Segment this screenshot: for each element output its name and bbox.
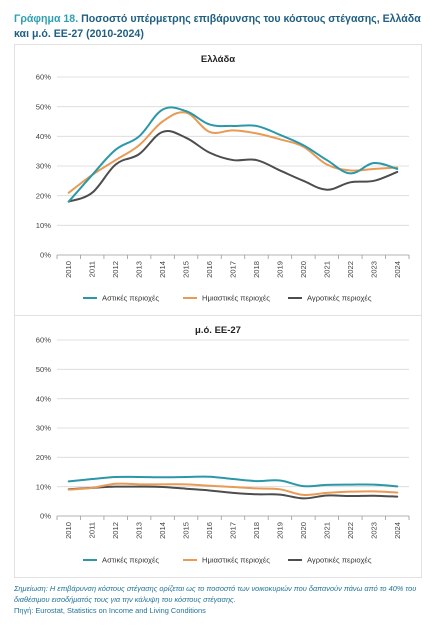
footnote-source: Πηγή: Eurostat, Statistics on Income and… [14, 606, 206, 615]
greece-x-tick-label: 2023 [369, 261, 378, 278]
chart-svg-greece: 0% 10% 20% 30% 40% 50% 60% 2010 2011 2012 2013 2014… [36, 73, 410, 303]
greece-series-rural-line [67, 130, 399, 203]
eu27-x-tick-label: 2023 [369, 522, 378, 539]
greece-y-tick-label: 20% [36, 191, 51, 200]
eu27-x-tick-label: 2014 [158, 522, 167, 539]
eu27-legend-label-rural: Αγροτικές περιοχές [307, 556, 372, 565]
greece-series-semi-line [67, 111, 399, 194]
eu27-legend-label-urban: Αστικές περιοχές [102, 556, 159, 565]
eu27-x-tick-label: 2012 [111, 522, 120, 539]
eu27-y-tick-label: 50% [36, 365, 51, 374]
chart-title-greece: Ελλάδα [200, 54, 236, 65]
figure-title-lead: Γράφημα 18. [14, 13, 79, 25]
greece-legend-label-semi: Ημιαστικές περιοχές [202, 294, 270, 303]
greece-x-tick-label: 2011 [88, 261, 97, 277]
greece-series-urban-line [67, 106, 399, 203]
greece-y-tick-label: 30% [36, 162, 51, 171]
greece-x-tick-label: 2024 [393, 261, 402, 278]
chart-panel-greece: Ελλάδα 0% 10% 20% 30% 40% 50% 60% 2010 2011 2012 2… [14, 44, 422, 316]
greece-x-tick-label: 2010 [64, 261, 73, 278]
eu27-x-tick-label: 2016 [205, 522, 214, 539]
eu27-y-tick-label: 30% [36, 424, 51, 433]
eu27-legend-label-semi: Ημιαστικές περιοχές [202, 556, 270, 565]
eu27-x-tick-label: 2013 [135, 522, 144, 539]
eu27-x-tick-label: 2021 [322, 522, 331, 539]
eu27-y-tick-label: 40% [36, 394, 51, 403]
greece-x-tick-label: 2012 [111, 261, 120, 278]
greece-x-tick-label: 2013 [135, 261, 144, 278]
greece-x-tick-label: 2017 [229, 261, 238, 278]
chart-panel-eu27: μ.ό. ΕΕ-27 0% 10% 20% 30% 40% 50% 60% 2010 2011 2… [14, 315, 422, 578]
eu27-series-semi-line [67, 482, 399, 496]
footnote-label: Σημείωση: [14, 584, 48, 593]
chart-svg-eu27: 0% 10% 20% 30% 40% 50% 60% 2010 2011 2012 2013 2014… [36, 336, 410, 565]
eu27-y-tick-label: 0% [40, 512, 51, 521]
eu27-x-tick-label: 2024 [393, 522, 402, 539]
footnote: Σημείωση: Η επιβάρυνση κόστους στέγασης … [14, 583, 432, 616]
eu27-x-tick-label: 2010 [64, 522, 73, 539]
eu27-y-tick-label: 20% [36, 453, 51, 462]
greece-x-tick-label: 2019 [275, 261, 284, 278]
eu27-y-tick-label: 60% [36, 336, 51, 345]
chart-title-eu27: μ.ό. ΕΕ-27 [195, 325, 241, 336]
greece-x-tick-label: 2022 [346, 261, 355, 278]
eu27-x-tick-label: 2018 [252, 522, 261, 539]
greece-x-tick-label: 2021 [322, 261, 331, 278]
greece-y-tick-label: 40% [36, 132, 51, 141]
footnote-note: Σημείωση: Η επιβάρυνση κόστους στέγασης … [14, 583, 432, 605]
eu27-x-tick-label: 2019 [275, 522, 284, 539]
figure-title-text: Ποσοστό υπέρμετρης επιβάρυνσης του κόστο… [14, 13, 421, 40]
greece-x-tick-label: 2016 [205, 261, 214, 278]
greece-x-tick-label: 2020 [299, 261, 308, 278]
greece-x-tick-label: 2018 [252, 261, 261, 278]
eu27-x-tick-label: 2017 [229, 522, 238, 539]
eu27-series-urban-line [67, 475, 399, 488]
greece-legend-label-urban: Αστικές περιοχές [102, 294, 159, 303]
greece-y-tick-label: 10% [36, 221, 51, 230]
greece-y-tick-label: 0% [40, 251, 51, 260]
footnote-text: Η επιβάρυνση κόστους στέγασης ορίζεται ω… [14, 584, 417, 604]
greece-x-tick-label: 2014 [158, 261, 167, 278]
figure-title: Γράφημα 18. Ποσοστό υπέρμετρης επιβάρυνσ… [14, 12, 429, 42]
eu27-x-tick-label: 2022 [346, 522, 355, 539]
greece-y-tick-label: 60% [36, 73, 51, 82]
eu27-x-tick-label: 2015 [182, 522, 191, 539]
greece-legend-label-rural: Αγροτικές περιοχές [307, 294, 372, 303]
greece-x-tick-label: 2015 [182, 261, 191, 278]
greece-y-tick-label: 50% [36, 102, 51, 111]
eu27-x-tick-label: 2020 [299, 522, 308, 539]
eu27-series-rural-line [67, 485, 399, 500]
eu27-x-tick-label: 2011 [88, 522, 97, 538]
eu27-y-tick-label: 10% [36, 482, 51, 491]
